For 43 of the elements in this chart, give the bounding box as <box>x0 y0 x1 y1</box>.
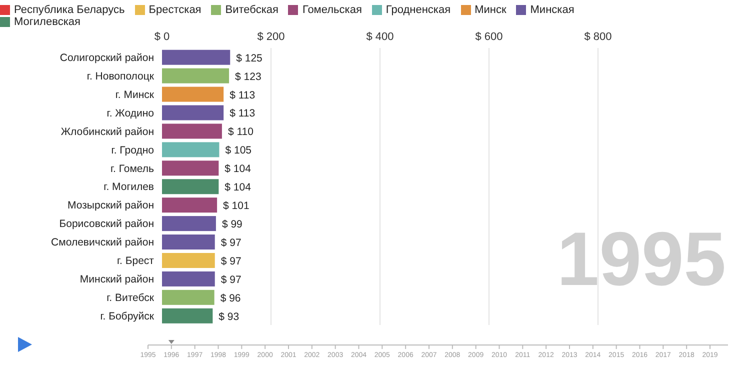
x-tick-label: $ 0 <box>154 31 170 43</box>
data-label: $ 105 <box>225 144 252 157</box>
y-tick-label: г. Гомель <box>110 162 155 175</box>
data-label: $ 101 <box>223 200 250 212</box>
data-label: $ 93 <box>218 310 240 323</box>
y-tick-label: г. Брест <box>116 255 154 268</box>
data-label: $ 99 <box>222 218 243 231</box>
y-tick-label: г. Гродно <box>111 144 154 156</box>
data-label: $ 97 <box>220 274 242 286</box>
legend-label: Витебская <box>225 4 278 16</box>
y-tick-label: Жлобинский район <box>60 126 154 138</box>
legend-label: Брестская <box>148 4 202 16</box>
data-label: $ 113 <box>230 108 256 120</box>
data-label: $ 125 <box>236 52 263 64</box>
y-tick-label: г. Минск <box>115 88 154 101</box>
y-tick-label: г. Витебск <box>106 292 154 304</box>
x-tick-label: $ 200 <box>257 31 285 43</box>
legend-label: Республика Беларусь <box>14 4 125 16</box>
y-tick-label: Мозырский район <box>68 200 154 212</box>
data-label: $ 97 <box>220 255 242 268</box>
y-tick-label: Солигорский район <box>60 52 154 64</box>
legend-label: Минская <box>530 4 574 16</box>
data-label: $ 110 <box>228 126 254 138</box>
legend-label: Гродненская <box>386 4 451 16</box>
data-label: $ 113 <box>230 89 256 102</box>
y-tick-label: г. Могилев <box>104 181 154 194</box>
y-tick-label: Борисовский район <box>59 218 154 230</box>
y-tick-label: г. Жодино <box>106 107 154 120</box>
legend-label: Могилевская <box>14 16 80 28</box>
data-label: $ 123 <box>235 70 262 83</box>
y-tick-label: г. Новополоцк <box>86 70 154 82</box>
x-tick-label: $ 400 <box>366 31 394 43</box>
data-label: $ 104 <box>224 163 252 176</box>
x-tick-label: $ 600 <box>475 31 503 43</box>
data-label: $ 96 <box>220 292 241 304</box>
data-label: $ 104 <box>224 182 252 194</box>
y-tick-label: Минский район <box>80 274 154 286</box>
y-tick-label: Смолевичский район <box>51 236 154 249</box>
x-tick-label: $ 800 <box>584 31 612 43</box>
legend-label: Гомельская <box>302 4 362 16</box>
y-tick-label: г. Бобруйск <box>100 310 154 322</box>
data-label: $ 97 <box>220 237 242 250</box>
legend-label: Минск <box>474 4 506 16</box>
